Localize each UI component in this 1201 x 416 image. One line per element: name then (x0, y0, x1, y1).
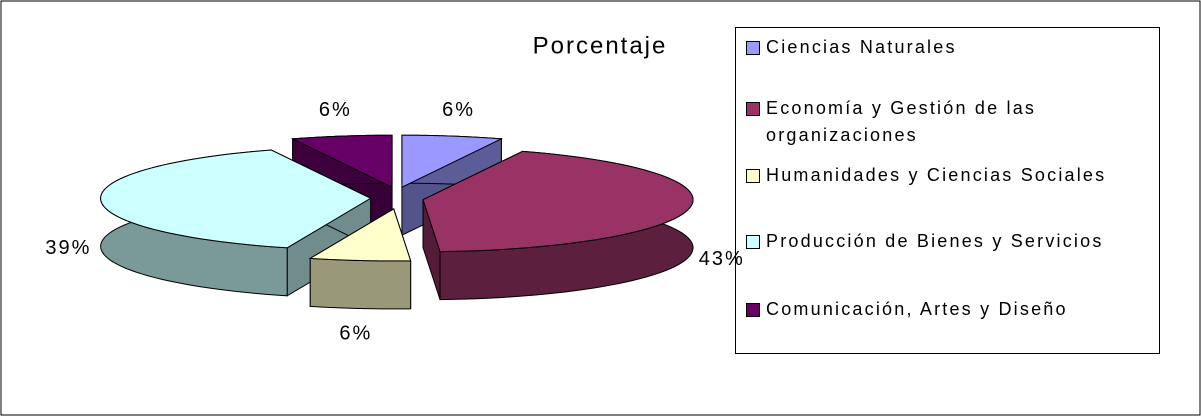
pie-slice (401, 134, 504, 188)
legend-entry: Humanidades y Ciencias Sociales (746, 162, 1166, 189)
legend-swatch (746, 169, 760, 183)
legend-entry: Producción de Bienes y Servicios (746, 228, 1166, 255)
pie-slice (100, 149, 372, 249)
legend-label: Comunicación, Artes y Diseño (766, 299, 1068, 319)
legend-label: Producción de Bienes y Servicios (766, 231, 1104, 251)
data-label: 6% (442, 99, 475, 121)
legend-swatch (746, 303, 760, 317)
data-label: 6% (319, 99, 352, 121)
legend-swatch (746, 41, 760, 55)
legend-entry: Economía y Gestión de las organizaciones (746, 95, 1166, 149)
legend: Ciencias Naturales Economía y Gestión de … (735, 27, 1160, 354)
pie-slice (422, 150, 694, 253)
data-label: 43% (699, 248, 745, 270)
legend-swatch (746, 235, 760, 249)
data-label: 39% (45, 237, 91, 259)
legend-entry: Ciencias Naturales (746, 34, 1166, 61)
legend-label: Economía y Gestión de las organizaciones (766, 98, 1037, 145)
pie-slice (308, 208, 412, 262)
legend-swatch (746, 102, 760, 116)
legend-label: Ciencias Naturales (766, 37, 957, 57)
data-label: 6% (339, 323, 372, 345)
legend-entry: Comunicación, Artes y Diseño (746, 296, 1166, 323)
legend-label: Humanidades y Ciencias Sociales (766, 165, 1107, 185)
chart-title: Porcentaje (533, 32, 668, 59)
slice-side (309, 257, 412, 310)
pie-slice (290, 134, 393, 188)
